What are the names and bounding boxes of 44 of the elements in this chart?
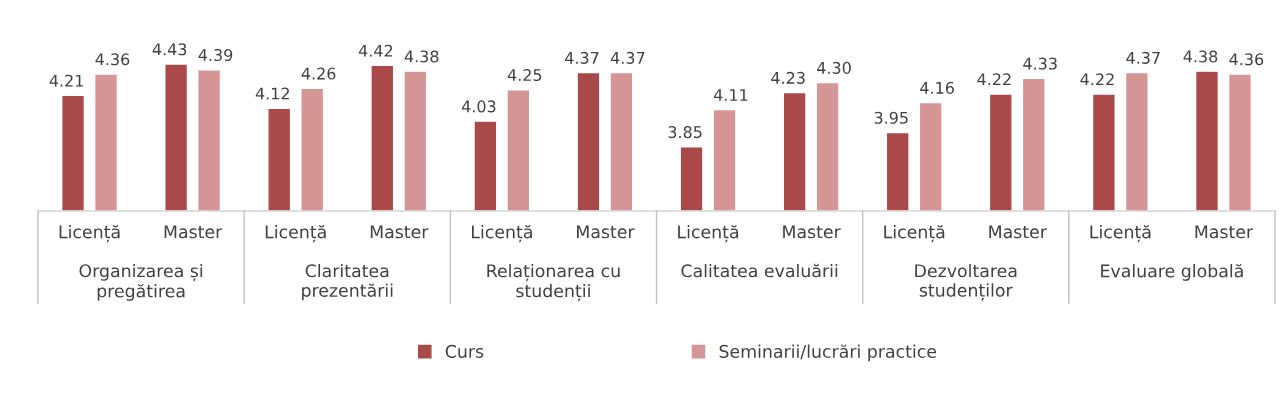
x-tick-label: Master bbox=[783, 225, 841, 239]
data-label: 4.37 bbox=[610, 51, 645, 64]
data-label: 4.33 bbox=[1023, 57, 1057, 70]
text: Calitatea evaluării bbox=[681, 263, 838, 278]
x-tick-label: Licență bbox=[471, 224, 532, 243]
data-label: 4.37 bbox=[1126, 51, 1160, 64]
data-label: 4.39 bbox=[198, 48, 233, 62]
data-label: 3.85 bbox=[668, 126, 702, 139]
data-label: 4.22 bbox=[977, 73, 1011, 86]
x-tick-label: Licență bbox=[678, 224, 739, 243]
data-label: 4.23 bbox=[771, 71, 805, 84]
data-label: 4.12 bbox=[255, 87, 289, 100]
data-label: 3.95 bbox=[874, 111, 908, 124]
x-tick-label: Licență bbox=[884, 224, 945, 243]
text: Organizarea și pregătirea bbox=[79, 263, 203, 301]
data-label: 4.38 bbox=[1183, 50, 1218, 63]
x-tick-label: Master bbox=[577, 225, 635, 239]
data-label: 4.25 bbox=[507, 68, 542, 82]
text: Dezvoltarea studenților bbox=[915, 263, 1017, 301]
text: Evaluare globală bbox=[1101, 263, 1243, 281]
x-tick-label: Licență bbox=[265, 224, 326, 243]
legend-label: Curs bbox=[445, 344, 484, 358]
x-tick-label: Master bbox=[370, 225, 429, 239]
data-label: 4.11 bbox=[713, 89, 748, 101]
x-tick-label: Master bbox=[164, 225, 223, 239]
data-label: 4.22 bbox=[1080, 73, 1114, 86]
data-label: 4.36 bbox=[1229, 53, 1264, 66]
text: Relaționarea cu studenții bbox=[487, 263, 620, 302]
data-label: 4.38 bbox=[404, 50, 439, 63]
data-label: 4.43 bbox=[152, 43, 187, 56]
legend-label: Seminarii/lucrări practice bbox=[719, 344, 937, 362]
x-tick-label: Master bbox=[1195, 225, 1254, 239]
data-label: 4.42 bbox=[358, 44, 393, 57]
x-tick-label: Licență bbox=[1090, 224, 1151, 243]
data-label: 4.03 bbox=[461, 100, 496, 113]
x-tick-label: Licență bbox=[59, 224, 120, 243]
data-label: 4.16 bbox=[920, 81, 954, 94]
data-label: 4.30 bbox=[817, 61, 851, 74]
data-label: 4.37 bbox=[565, 51, 599, 64]
text: Claritatea prezentării bbox=[302, 263, 393, 301]
data-label: 4.21 bbox=[49, 74, 83, 87]
data-label: 4.26 bbox=[301, 67, 336, 80]
x-tick-label: Master bbox=[989, 225, 1047, 239]
data-label: 4.36 bbox=[95, 53, 130, 66]
